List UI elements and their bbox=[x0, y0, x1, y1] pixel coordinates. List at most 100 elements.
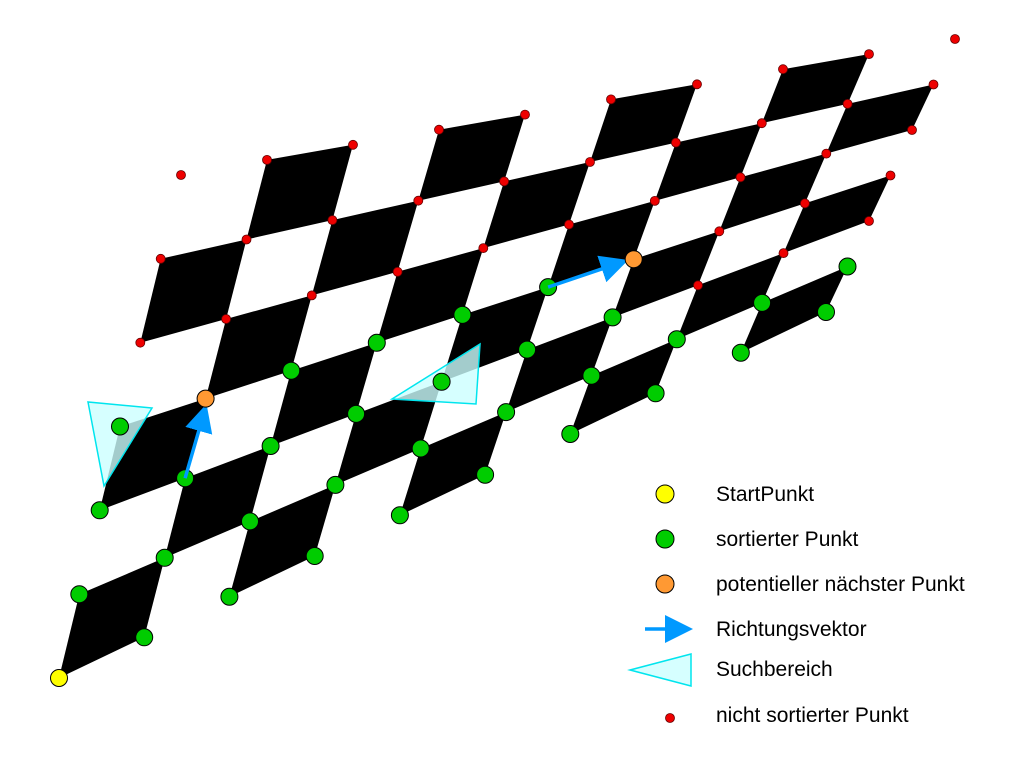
direction-arrow bbox=[183, 403, 213, 479]
direction-arrow bbox=[547, 255, 629, 289]
sorted-point bbox=[155, 548, 174, 567]
sorted-point bbox=[241, 512, 259, 531]
red-dot-icon bbox=[665, 713, 675, 723]
unsorted-point bbox=[864, 216, 874, 226]
checker-square bbox=[570, 339, 677, 434]
unsorted-point bbox=[735, 172, 746, 183]
checker-square bbox=[376, 248, 484, 343]
sorted-point bbox=[603, 308, 622, 327]
unsorted-point bbox=[693, 280, 703, 291]
unsorted-point bbox=[864, 49, 874, 59]
sorted-point bbox=[390, 506, 409, 525]
checker-square bbox=[740, 266, 848, 353]
checker-square bbox=[205, 295, 312, 399]
sorted-point bbox=[326, 475, 345, 494]
unsorted-point bbox=[671, 137, 681, 148]
sorted-point bbox=[347, 404, 366, 423]
checker-square bbox=[654, 123, 762, 201]
checker-square bbox=[164, 446, 271, 558]
checker-square bbox=[590, 84, 697, 162]
legend-item-unsorted: nicht sortierter Punkt bbox=[665, 704, 909, 727]
unsorted-point bbox=[821, 148, 832, 159]
sorted-point bbox=[411, 439, 430, 458]
checker-square bbox=[311, 200, 419, 296]
unsorted-point bbox=[756, 118, 767, 129]
legend-label: Richtungsvektor bbox=[716, 618, 867, 641]
checker-square bbox=[612, 231, 720, 318]
sorted-point bbox=[90, 501, 109, 520]
unsorted-point bbox=[327, 215, 338, 226]
unsorted-point bbox=[348, 139, 358, 150]
unsorted-point bbox=[262, 154, 272, 165]
checker-square bbox=[548, 200, 655, 288]
sorted-point bbox=[261, 437, 280, 455]
orange-circle-icon bbox=[655, 574, 675, 594]
sorted-point bbox=[561, 425, 580, 443]
unsorted-point bbox=[714, 226, 725, 237]
unsorted-point bbox=[692, 79, 702, 90]
candidate-point bbox=[624, 250, 643, 269]
checker-square bbox=[418, 114, 525, 201]
unsorted-point bbox=[585, 157, 595, 167]
legend-item-candidate: potentieller nächster Punkt bbox=[655, 573, 965, 596]
unsorted-point bbox=[778, 64, 788, 75]
sorted-point bbox=[667, 330, 686, 349]
sorted-point bbox=[646, 384, 665, 403]
sorted-point bbox=[838, 257, 857, 276]
sorted-point bbox=[731, 343, 750, 362]
sorted-point bbox=[582, 366, 601, 385]
checker-square bbox=[826, 84, 934, 154]
legend-item-sorted: sortierter Punkt bbox=[655, 528, 859, 551]
unsorted-point bbox=[434, 124, 444, 135]
sorted-point bbox=[135, 628, 154, 647]
unsorted-point bbox=[499, 176, 510, 187]
grid-points bbox=[50, 34, 960, 687]
yellow-circle-icon bbox=[655, 484, 675, 504]
unsorted-point bbox=[800, 198, 810, 209]
sorted-point bbox=[753, 293, 772, 312]
sorted-point bbox=[367, 333, 386, 352]
checker-square bbox=[270, 342, 377, 446]
unsorted-point bbox=[649, 195, 660, 206]
unsorted-point bbox=[885, 170, 896, 181]
cyan-triangle-icon bbox=[627, 653, 692, 687]
checker-square bbox=[783, 175, 891, 254]
checker-square bbox=[59, 557, 165, 678]
sorted-point bbox=[70, 585, 89, 604]
checker-square bbox=[761, 54, 869, 124]
unsorted-point bbox=[155, 253, 166, 264]
unsorted-point bbox=[392, 266, 403, 277]
legend-label: nicht sortierter Punkt bbox=[716, 704, 909, 727]
unsorted-point bbox=[606, 94, 616, 105]
legend-label: StartPunkt bbox=[716, 483, 814, 506]
sorted-point bbox=[305, 547, 324, 565]
checker-square bbox=[506, 317, 613, 413]
start-point bbox=[50, 669, 68, 687]
search-area-triangle bbox=[87, 401, 154, 489]
sorted-point bbox=[220, 587, 239, 606]
green-circle-icon bbox=[655, 529, 675, 549]
sorted-point bbox=[518, 340, 537, 359]
unsorted-point bbox=[950, 34, 960, 44]
checker-square bbox=[246, 144, 353, 240]
checker-square bbox=[335, 381, 442, 485]
legend: StartPunkt sortierter Punkt potentieller n… bbox=[627, 483, 965, 727]
unsorted-point bbox=[564, 219, 574, 230]
sorted-point bbox=[111, 417, 129, 436]
sorted-point bbox=[282, 361, 301, 380]
unsorted-point bbox=[221, 314, 232, 324]
sorted-point bbox=[817, 303, 835, 321]
unsorted-point bbox=[842, 99, 853, 109]
candidate-point bbox=[196, 389, 215, 408]
sorted-point bbox=[453, 305, 472, 324]
sorted-point bbox=[476, 465, 495, 484]
unsorted-point bbox=[907, 125, 917, 135]
unsorted-point bbox=[520, 109, 530, 120]
checker-square bbox=[676, 253, 784, 340]
unsorted-point bbox=[478, 243, 489, 254]
sorted-point bbox=[432, 372, 451, 391]
checker-square bbox=[719, 153, 827, 232]
unsorted-point bbox=[241, 234, 252, 245]
checker-square bbox=[140, 239, 247, 343]
